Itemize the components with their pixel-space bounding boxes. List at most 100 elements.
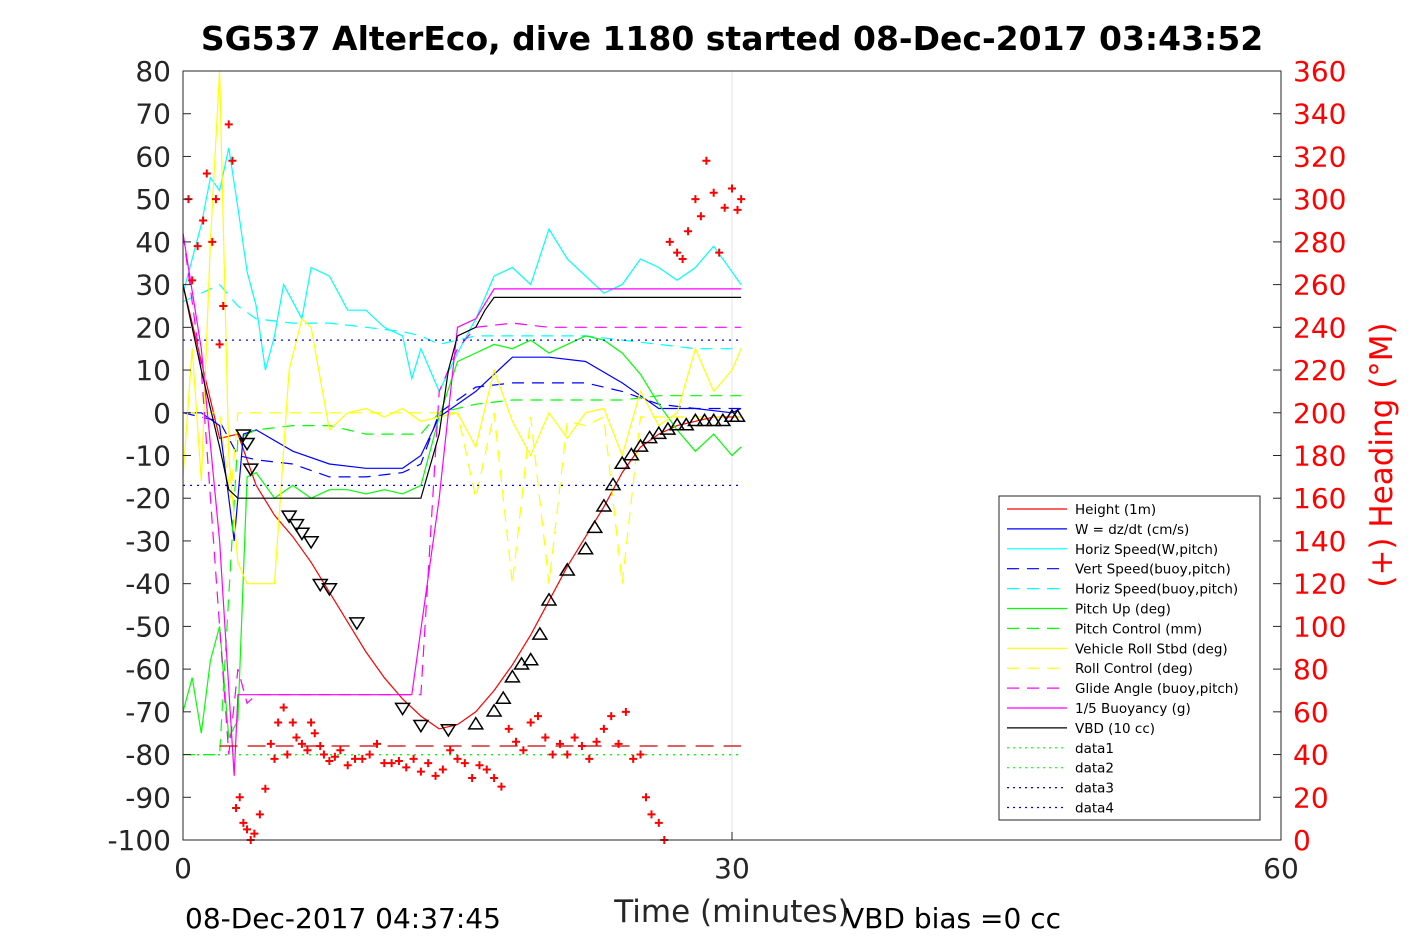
series-line-vbd-10-cc xyxy=(182,284,742,499)
heading-marker xyxy=(202,169,211,178)
y-tick-label: -90 xyxy=(125,781,171,814)
series-line-w-dz-dt-cm-s xyxy=(183,356,742,541)
depth-marker xyxy=(504,669,521,683)
y2-tick-label: 40 xyxy=(1293,739,1329,772)
heading-marker xyxy=(303,746,312,755)
heading-marker xyxy=(607,712,616,721)
heading-marker xyxy=(585,754,594,763)
depth-marker xyxy=(348,617,366,631)
y2-tick-label: 220 xyxy=(1293,354,1346,387)
heading-marker xyxy=(715,248,724,257)
heading-marker xyxy=(215,340,224,349)
y-tick-label: 50 xyxy=(135,183,171,216)
heading-marker xyxy=(310,729,319,738)
heading-marker xyxy=(316,742,325,751)
depth-marker xyxy=(595,498,613,512)
heading-marker xyxy=(555,739,564,748)
heading-marker xyxy=(548,750,557,759)
y-tick-label: 20 xyxy=(135,311,171,344)
heading-marker xyxy=(199,216,208,225)
heading-marker xyxy=(255,810,264,819)
depth-marker xyxy=(540,592,558,606)
heading-marker xyxy=(409,754,418,763)
depth-marker xyxy=(242,463,260,477)
y-tick-label: -40 xyxy=(125,568,171,601)
legend-label: Roll Control (deg) xyxy=(1075,661,1193,677)
x-tick-label: 0 xyxy=(174,852,192,885)
legend-label: Horiz Speed(W,pitch) xyxy=(1075,542,1218,558)
heading-marker xyxy=(460,759,469,768)
heading-marker xyxy=(733,205,742,214)
series-line-1-5-buoyancy-g xyxy=(182,233,742,776)
heading-marker xyxy=(424,759,433,768)
y2-axis-label: (+) Heading (°M) xyxy=(1364,322,1400,587)
heading-marker xyxy=(647,810,656,819)
heading-marker xyxy=(665,237,674,246)
y2-tick-label: 100 xyxy=(1293,610,1346,643)
depth-marker xyxy=(586,519,604,534)
heading-marker xyxy=(497,782,506,791)
heading-marker xyxy=(288,718,297,727)
heading-marker xyxy=(188,276,197,285)
x-axis-label: Time (minutes) xyxy=(613,894,849,930)
depth-marker xyxy=(439,723,457,738)
heading-marker xyxy=(343,761,352,770)
depth-marker xyxy=(696,412,713,427)
depth-marker xyxy=(288,518,305,533)
y-tick-label: 30 xyxy=(135,269,171,302)
heading-marker xyxy=(261,784,270,793)
heading-marker xyxy=(614,739,623,748)
legend-label: 1/5 Buoyancy (g) xyxy=(1075,701,1191,717)
heading-marker xyxy=(453,754,462,763)
depth-marker xyxy=(558,562,576,576)
heading-marker xyxy=(228,156,237,165)
heading-marker xyxy=(475,761,484,770)
y2-tick-label: 360 xyxy=(1293,55,1346,88)
heading-marker xyxy=(319,750,328,759)
depth-marker xyxy=(577,541,594,555)
legend-label: Vert Speed(buoy,pitch) xyxy=(1075,562,1231,578)
heading-marker xyxy=(380,759,389,768)
y2-tick-label: 320 xyxy=(1293,140,1346,173)
heading-marker xyxy=(358,754,367,763)
heading-marker xyxy=(208,237,217,246)
heading-marker xyxy=(438,765,447,774)
heading-marker xyxy=(592,737,601,746)
heading-marker xyxy=(283,750,292,759)
heading-marker xyxy=(279,703,288,712)
heading-marker xyxy=(482,765,491,774)
y2-tick-label: 160 xyxy=(1293,482,1346,515)
depth-marker xyxy=(238,437,256,452)
series-line-glide-angle-buoy-pitch xyxy=(182,233,742,755)
legend-label: data3 xyxy=(1075,781,1114,797)
heading-marker xyxy=(387,759,396,768)
heading-marker xyxy=(416,767,425,776)
heading-marker xyxy=(297,739,306,748)
y-tick-label: 70 xyxy=(135,98,171,131)
depth-marker xyxy=(321,582,338,597)
y2-tick-label: 120 xyxy=(1293,568,1346,601)
y-tick-label: 10 xyxy=(135,354,171,387)
legend-label: Glide Angle (buoy,pitch) xyxy=(1075,681,1239,697)
heading-marker xyxy=(325,756,334,765)
heading-marker xyxy=(351,754,360,763)
y2-tick-label: 140 xyxy=(1293,525,1346,558)
heading-marker xyxy=(636,750,645,759)
legend-label: Pitch Control (mm) xyxy=(1075,621,1202,637)
footer-vbd-bias: VBD bias =0 cc xyxy=(845,902,1061,935)
depth-marker xyxy=(613,455,631,469)
y2-tick-label: 80 xyxy=(1293,653,1329,686)
depth-marker xyxy=(293,527,311,541)
depth-marker xyxy=(412,719,430,734)
depth-marker xyxy=(302,535,320,550)
depth-marker xyxy=(280,510,298,524)
heading-marker xyxy=(394,756,403,765)
heading-marker xyxy=(307,718,316,727)
heading-marker xyxy=(709,188,718,197)
legend-label: Height (1m) xyxy=(1075,502,1156,518)
x-tick-label: 60 xyxy=(1263,852,1299,885)
heading-marker xyxy=(702,156,711,165)
y2-tick-label: 300 xyxy=(1293,183,1346,216)
y-tick-label: -60 xyxy=(125,653,171,686)
heading-marker xyxy=(235,793,244,802)
